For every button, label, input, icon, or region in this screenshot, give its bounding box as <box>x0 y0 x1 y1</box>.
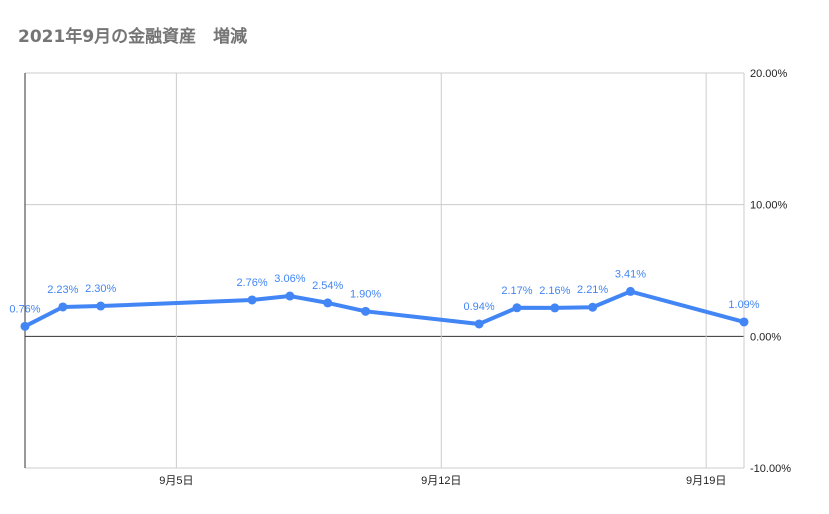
data-labels: 0.76% 2.23% 2.30% 2.76% 3.06% 2.54% 1.90% 0.94%… <box>9 268 759 315</box>
x-tick-label: 9月12日 <box>421 475 461 487</box>
data-label: 2.21% <box>577 284 608 296</box>
data-label: 0.76% <box>9 303 40 315</box>
x-tick-label: 9月19日 <box>686 475 726 487</box>
y-tick-label: -10.00% <box>750 463 791 475</box>
chart-title: 2021年9月の金融資産 増減 <box>18 26 247 47</box>
data-label: 0.94% <box>464 301 495 313</box>
data-point <box>625 286 635 296</box>
y-tick-label: 10.00% <box>750 200 788 212</box>
data-point <box>739 317 749 327</box>
data-label: 2.76% <box>236 277 267 289</box>
data-point <box>58 302 68 312</box>
data-point <box>323 298 333 308</box>
data-label: 2.16% <box>539 285 570 297</box>
y-tick-label: 20.00% <box>750 68 788 80</box>
data-label: 2.54% <box>312 280 343 292</box>
series-line <box>20 286 749 331</box>
data-label: 2.30% <box>85 283 116 295</box>
data-point <box>96 301 106 311</box>
data-point <box>285 291 295 301</box>
data-point <box>474 319 484 329</box>
data-point <box>550 303 560 313</box>
series-path <box>23 289 746 329</box>
axes: 20.00% 10.00% 0.00% -10.00% 9月5日 9月12日 9月19日 <box>159 68 791 487</box>
data-point <box>512 303 522 313</box>
data-label: 2.17% <box>501 285 532 297</box>
data-point <box>361 306 371 316</box>
data-point <box>247 295 257 305</box>
data-label: 1.90% <box>350 288 381 300</box>
data-label: 3.06% <box>274 273 305 285</box>
y-tick-label: 0.00% <box>750 331 781 343</box>
data-label: 2.23% <box>47 284 78 296</box>
data-point <box>588 302 598 312</box>
data-label: 1.09% <box>728 299 759 311</box>
data-point <box>20 321 30 331</box>
data-label: 3.41% <box>615 268 646 280</box>
x-tick-label: 9月5日 <box>159 475 193 487</box>
grid <box>24 72 745 469</box>
